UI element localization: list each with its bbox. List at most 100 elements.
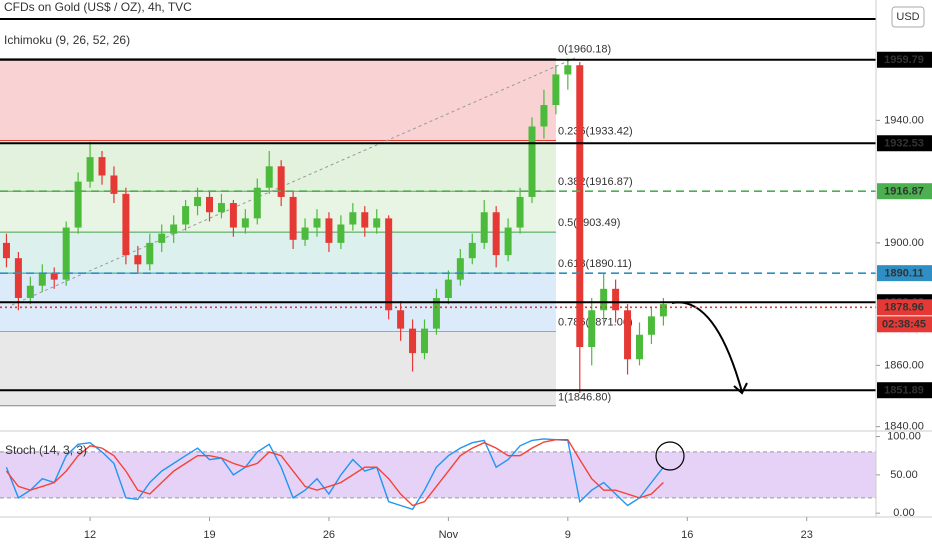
- candle-body: [325, 218, 333, 243]
- fib-zone: [0, 191, 556, 233]
- stoch-line: [5, 439, 664, 507]
- candles: [2, 58, 667, 393]
- price-label: 1932.53: [884, 138, 924, 150]
- candle-body: [659, 304, 667, 317]
- candle-body: [385, 218, 393, 311]
- arrow-head: [733, 382, 748, 395]
- indicator-label: Ichimoku (9, 26, 52, 26): [4, 33, 130, 47]
- fib-zone: [0, 58, 556, 141]
- axes: 1840.00 1860.00 1900.00 1940.00 12 19 26 Nov 9 16…: [84, 114, 924, 541]
- fib-label: 0.382(1916.87): [558, 176, 633, 188]
- candle-body: [110, 175, 118, 194]
- price-label: 1878.96: [884, 302, 924, 314]
- candle-body: [456, 258, 464, 280]
- candle-body: [86, 157, 94, 182]
- candle-body: [397, 310, 405, 329]
- levels: 1959.791932.531916.871890.111880.621878.…: [0, 17, 932, 399]
- price-label: 1851.89: [884, 385, 924, 397]
- x-tick-label: 16: [681, 529, 693, 541]
- candle-body: [277, 166, 285, 197]
- countdown-box: [877, 316, 932, 333]
- fib-label: 1(1846.80): [558, 392, 611, 404]
- chart-title: CFDs on Gold (US$ / OZ), 4h, TVC: [4, 0, 192, 14]
- candle-body: [241, 218, 249, 228]
- candle-body: [253, 187, 261, 219]
- candle-body: [313, 218, 321, 228]
- fib-zone: [0, 331, 556, 406]
- price-label-box: [877, 183, 932, 200]
- countdown-label: 02:38:45: [882, 319, 926, 331]
- candle-body: [409, 328, 417, 354]
- candle-body: [540, 105, 548, 127]
- candle-body: [194, 196, 202, 207]
- candle-body: [600, 288, 608, 311]
- stoch-band: [0, 451, 876, 498]
- candle-body: [612, 288, 620, 311]
- fib-label: 0(1960.18): [558, 43, 611, 55]
- candle-body: [588, 310, 596, 348]
- candle-body: [182, 206, 190, 225]
- candle-body: [50, 273, 58, 280]
- candle-body: [552, 74, 560, 106]
- candle-body: [516, 196, 524, 228]
- candle-body: [217, 203, 225, 213]
- currency-box[interactable]: [891, 6, 925, 28]
- price-label-box: [877, 382, 932, 399]
- candle-body: [480, 212, 488, 243]
- fib-label: 0.236(1933.42): [558, 125, 633, 137]
- currency-label[interactable]: USD: [896, 11, 919, 23]
- candle-body: [624, 310, 632, 360]
- candle-body: [289, 196, 297, 240]
- candle-body: [229, 203, 237, 228]
- candle-body: [444, 279, 452, 298]
- candle-body: [301, 227, 309, 240]
- x-tick-label: 19: [203, 529, 215, 541]
- price-label-box: [877, 299, 932, 316]
- candle-body: [170, 224, 178, 234]
- candle-body: [349, 212, 357, 225]
- fib-label: 0.786(1871.06): [558, 316, 633, 328]
- trend-line: [11, 57, 576, 306]
- fib-label: 0.5(1903.49): [558, 217, 620, 229]
- highlight-circle: [655, 441, 685, 471]
- price-label: 1890.11: [884, 268, 923, 280]
- candle-body: [146, 242, 154, 265]
- y-tick-label: 1940.00: [884, 114, 924, 126]
- y-tick-label: 1860.00: [884, 359, 924, 371]
- candle-body: [98, 157, 106, 176]
- price-label: 1916.87: [884, 186, 924, 198]
- candle-body: [122, 193, 130, 256]
- x-tick-label: Nov: [439, 529, 459, 541]
- candle-body: [2, 242, 10, 259]
- candle-body: [62, 227, 70, 280]
- candle-body: [421, 328, 429, 354]
- candle-body: [576, 65, 584, 348]
- price-label-box: [877, 51, 932, 68]
- candle-body: [134, 255, 142, 265]
- price-label-box: [877, 135, 932, 152]
- stoch-tick-label: 0.00: [893, 507, 914, 519]
- x-tick-label: 9: [565, 529, 571, 541]
- price-label: 1959.79: [884, 54, 924, 66]
- candle-body: [647, 316, 655, 335]
- stoch-tick-label: 100.00: [887, 431, 921, 443]
- candle-body: [38, 273, 46, 286]
- stoch-tick-label: 50.00: [890, 469, 918, 481]
- candle-body: [26, 285, 34, 298]
- candle-body: [337, 224, 345, 243]
- y-tick-label: 1900.00: [884, 237, 924, 249]
- candle-body: [265, 166, 273, 188]
- x-tick-label: 23: [801, 529, 813, 541]
- x-tick-label: 26: [323, 529, 335, 541]
- candle-body: [504, 227, 512, 256]
- candle-body: [564, 65, 572, 75]
- candle-body: [14, 258, 22, 298]
- candle-body: [74, 181, 82, 228]
- forecast-arrow: [671, 301, 743, 393]
- x-tick-label: 12: [84, 529, 96, 541]
- candle-body: [468, 242, 476, 259]
- fib-label: 0.618(1890.11): [558, 258, 632, 270]
- candle-body: [528, 126, 536, 197]
